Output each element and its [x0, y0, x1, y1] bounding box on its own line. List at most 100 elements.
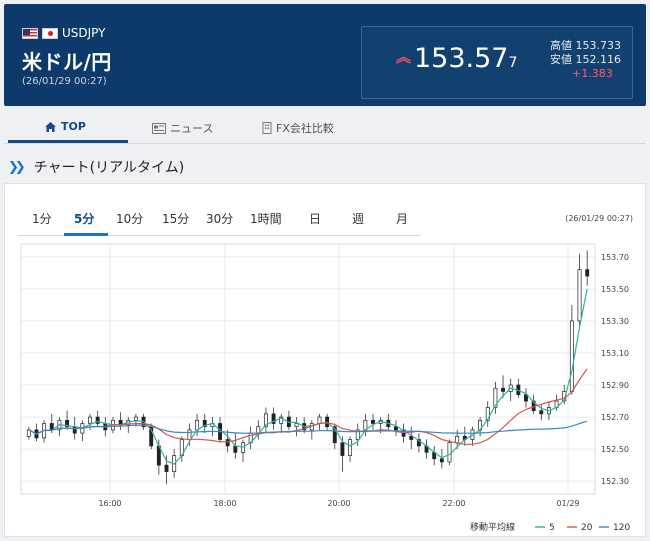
pair-symbol: USDJPY	[62, 26, 106, 40]
candle-body	[585, 269, 590, 277]
candle-body	[340, 442, 345, 456]
active-timeframe-underline	[64, 233, 108, 236]
high-low-block: 高値 153.733 安値 152.116 +1.383	[550, 39, 621, 81]
price-box: ︽ 153.577 高値 153.733 安値 152.116 +1.383	[361, 26, 633, 99]
x-tick-label: 22:00	[442, 499, 465, 508]
timeframe-1min[interactable]: 1分	[32, 212, 52, 226]
candle-body	[394, 426, 398, 431]
moving-average-line-120	[28, 420, 588, 435]
candle-body	[447, 442, 452, 463]
timeframe-15min[interactable]: 15分	[162, 212, 190, 226]
candle-body	[233, 445, 238, 453]
candle-body	[371, 419, 375, 424]
timeframe-day[interactable]: 日	[309, 212, 322, 226]
y-tick-label: 152.30	[601, 477, 629, 486]
timeframe-30min[interactable]: 30分	[206, 212, 234, 226]
candle-body	[271, 413, 276, 424]
timeframe-selector: 1分 5分 10分 15分 30分 1時間 日 週 月	[18, 206, 421, 236]
ma-legend-item: 5	[549, 523, 555, 533]
high-label: 高値	[550, 39, 572, 52]
candle-body	[562, 391, 567, 402]
pair-symbol-row: USDJPY	[22, 26, 105, 40]
candle-body	[577, 269, 582, 322]
candle-body	[65, 419, 70, 428]
candle-body	[501, 387, 505, 392]
active-tab-underline	[8, 140, 128, 143]
candle-body	[317, 416, 322, 424]
ma-legend-item: 20	[581, 523, 593, 533]
candle-body	[409, 435, 414, 440]
low-label: 安値	[550, 53, 572, 66]
quote-header: USDJPY 米ドル/円 (26/01/29 00:27) ︽ 153.577 …	[4, 4, 646, 106]
y-tick-label: 153.50	[601, 285, 629, 294]
y-tick-label: 152.50	[601, 445, 629, 454]
candle-body	[485, 407, 490, 421]
moving-average-line-20	[28, 368, 588, 445]
candle-body	[263, 413, 268, 428]
y-tick-label: 152.70	[601, 413, 629, 422]
candle-body	[88, 416, 92, 424]
tab-fx-compare[interactable]: FX会社比較	[262, 120, 334, 136]
timeframe-5min[interactable]: 5分	[74, 212, 95, 226]
tab-top-label: TOP	[61, 120, 86, 133]
timeframe-week[interactable]: 週	[352, 212, 365, 226]
candle-body	[493, 387, 498, 408]
candle-body	[225, 439, 230, 447]
chart-timestamp: (26/01/29 00:27)	[565, 214, 633, 223]
candle-body	[439, 458, 444, 463]
home-icon	[45, 121, 56, 132]
candle-body	[72, 426, 77, 434]
tab-news-label: ニュース	[170, 122, 214, 135]
y-tick-label: 153.10	[601, 349, 629, 358]
chart-section-title: ❯❯ チャート(リアルタイム)	[8, 157, 184, 177]
timeframe-10min[interactable]: 10分	[116, 212, 144, 226]
candle-body	[539, 410, 544, 415]
y-tick-label: 153.70	[601, 253, 629, 262]
candle-body	[569, 320, 574, 392]
price-fraction: 7	[508, 55, 518, 71]
y-tick-label: 152.90	[601, 381, 629, 390]
pair-name: 米ドル/円	[22, 50, 112, 74]
candle-body	[202, 419, 207, 428]
plot-area	[20, 243, 596, 495]
chart-card: 1分 5分 10分 15分 30分 1時間 日 週 月 (26/01/29 00…	[4, 183, 646, 537]
tab-fx-compare-label: FX会社比較	[276, 122, 334, 135]
quote-datetime: (26/01/29 00:27)	[22, 76, 107, 87]
timeframe-month[interactable]: 月	[396, 212, 409, 226]
tab-bar: TOP ニュース FX会社比較	[4, 110, 646, 144]
chart-section-title-text: チャート(リアルタイム)	[33, 160, 185, 176]
x-tick-label: 20:00	[327, 499, 350, 508]
us-flag-icon	[22, 27, 38, 39]
current-price: 153.577	[414, 43, 517, 74]
x-tick-label: 16:00	[98, 499, 121, 508]
x-tick-label: 01/29	[556, 499, 579, 508]
candle-body	[348, 439, 353, 456]
y-tick-label: 153.30	[601, 317, 629, 326]
low-value: 152.116	[575, 53, 622, 66]
ma-legend-label: 移動平均線	[470, 521, 515, 533]
price-change: +1.383	[572, 67, 613, 80]
high-value: 153.733	[575, 39, 622, 52]
building-icon	[262, 122, 272, 134]
japan-flag-icon	[42, 27, 58, 39]
candle-body	[195, 419, 200, 431]
candle-body	[187, 429, 192, 440]
candle-body	[401, 429, 406, 437]
candlestick-chart[interactable]: 153.70 153.50 153.30 153.10 152.90 152.70 152.…	[5, 184, 645, 536]
candle-body	[355, 429, 360, 440]
candle-body	[95, 416, 100, 424]
tab-news[interactable]: ニュース	[152, 120, 213, 136]
candle-body	[332, 426, 337, 444]
news-icon	[152, 122, 166, 134]
x-tick-label: 18:00	[213, 499, 236, 508]
timeframe-1hour[interactable]: 1時間	[250, 212, 282, 226]
ma-legend-item: 120	[613, 523, 630, 533]
candle-body	[416, 439, 421, 447]
candle-body	[164, 464, 169, 472]
candle-body	[133, 416, 138, 421]
candle-body	[455, 435, 460, 444]
candle-body	[294, 423, 299, 428]
tab-top[interactable]: TOP	[44, 120, 86, 133]
chevron-right-icon: ❯❯	[8, 159, 26, 175]
double-up-arrow-icon: ︽	[396, 48, 412, 66]
